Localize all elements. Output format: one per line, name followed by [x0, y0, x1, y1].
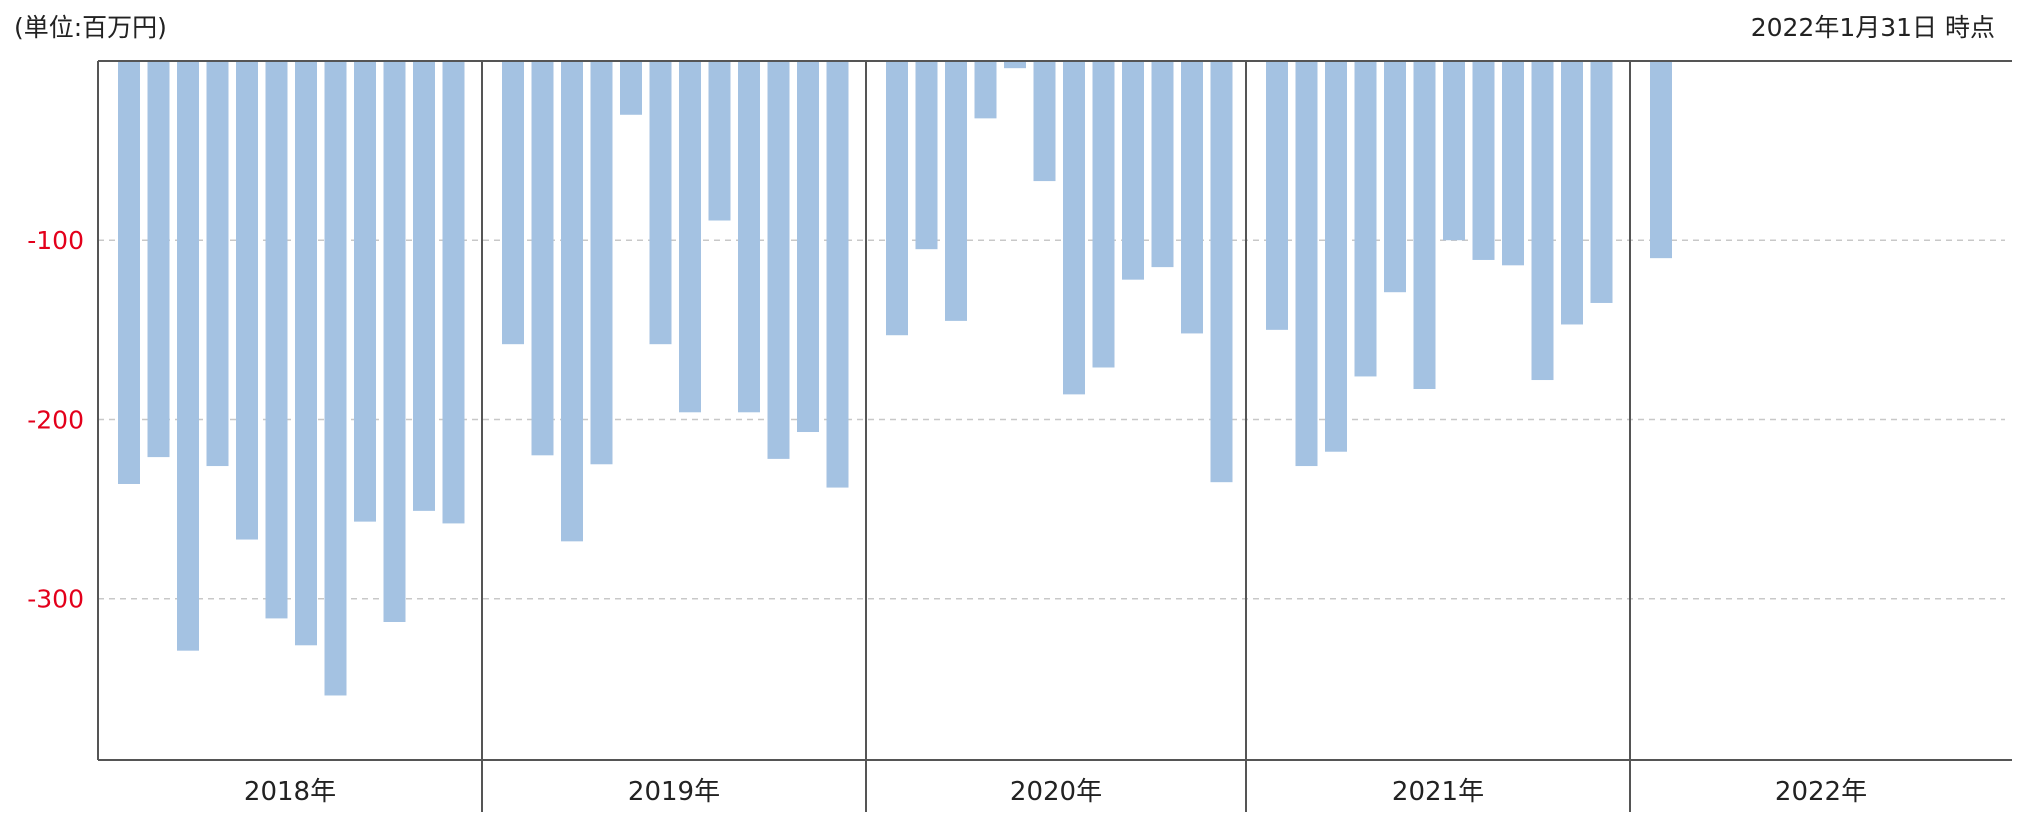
- bar: [1502, 61, 1524, 266]
- bar: [413, 61, 435, 511]
- bar: [1295, 61, 1318, 467]
- bar: [1443, 61, 1465, 241]
- bar: [1561, 61, 1583, 325]
- x-tick-labels: 2018年 2019年 2020年 2021年 2022年: [244, 777, 1867, 807]
- y-tick-labels: -100 -200 -300: [27, 226, 84, 613]
- bar: [324, 61, 347, 696]
- bar: [826, 61, 849, 488]
- bar: [1210, 61, 1233, 483]
- bar: [1531, 61, 1554, 381]
- bar: [1590, 61, 1613, 303]
- bar: [738, 61, 760, 413]
- bar: [1354, 61, 1377, 377]
- bar: [1122, 61, 1144, 280]
- x-tick-label: 2021年: [1392, 777, 1484, 807]
- bar: [265, 61, 288, 619]
- bar: [1004, 61, 1026, 69]
- as-of-timestamp: 2022年1月31日 時点: [1750, 13, 1995, 42]
- bar: [915, 61, 938, 250]
- bar: [886, 61, 908, 336]
- bar: [1384, 61, 1406, 293]
- x-tick-label: 2018年: [244, 777, 336, 807]
- bar: [118, 61, 140, 484]
- y-tick-label: -200: [27, 405, 84, 434]
- bar: [649, 61, 672, 345]
- bar: [708, 61, 731, 221]
- bars: [118, 61, 1672, 696]
- bar: [1151, 61, 1174, 268]
- x-tick-label: 2019年: [628, 777, 720, 807]
- bar: [1472, 61, 1495, 260]
- bar: [147, 61, 170, 458]
- bar: [1033, 61, 1056, 182]
- bar: [679, 61, 701, 413]
- bar: [383, 61, 406, 622]
- bar: [1063, 61, 1085, 395]
- bar: [1092, 61, 1115, 368]
- bar: [236, 61, 258, 540]
- bar: [206, 61, 229, 467]
- bar: [177, 61, 199, 651]
- bar: [590, 61, 613, 465]
- bar: [974, 61, 997, 119]
- bar: [767, 61, 790, 459]
- x-tick-label: 2022年: [1775, 777, 1867, 807]
- bar: [354, 61, 376, 522]
- bar: [502, 61, 524, 345]
- y-tick-label: -100: [27, 226, 84, 255]
- axes: [97, 60, 2012, 812]
- bar: [1650, 61, 1672, 259]
- bar: [1181, 61, 1203, 334]
- y-tick-label: -300: [27, 585, 84, 614]
- bar: [797, 61, 819, 433]
- bar: [1413, 61, 1436, 389]
- bar: [442, 61, 465, 524]
- x-tick-label: 2020年: [1010, 777, 1102, 807]
- bar: [561, 61, 583, 542]
- bar: [1266, 61, 1288, 330]
- bar: [531, 61, 554, 456]
- gridlines: [98, 239, 2005, 600]
- unit-label: (単位:百万円): [14, 13, 167, 42]
- bar: [945, 61, 967, 321]
- bar: [1325, 61, 1347, 452]
- bar: [620, 61, 642, 115]
- bar: [295, 61, 317, 646]
